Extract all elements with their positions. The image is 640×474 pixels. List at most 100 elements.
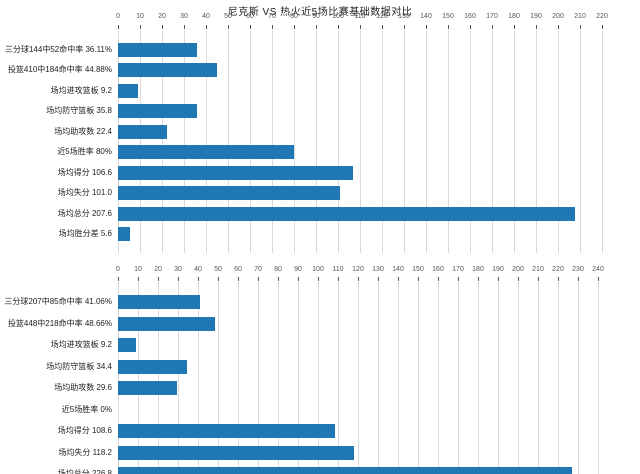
x-tick-label: 210	[532, 266, 544, 273]
x-axis-tick	[294, 25, 295, 29]
grid-line	[404, 30, 405, 253]
grid-line	[250, 30, 251, 253]
grid-line	[578, 282, 579, 474]
grid-line	[162, 30, 163, 253]
x-axis-tick	[318, 277, 319, 281]
grid-line	[598, 282, 599, 474]
data-bar	[118, 359, 187, 374]
data-bar	[118, 145, 294, 159]
x-axis-tick	[492, 25, 493, 29]
x-tick-label: 170	[452, 266, 464, 273]
grid-line	[448, 30, 449, 253]
category-label: 场均得分 108.6	[57, 426, 112, 435]
x-axis-tick	[558, 277, 559, 281]
grid-line	[338, 282, 339, 474]
x-axis-tick	[298, 277, 299, 281]
category-label: 三分球144中52命中率 36.11%	[4, 44, 112, 54]
x-axis-tick	[378, 277, 379, 281]
category-label: 场均总分 226.8	[57, 469, 112, 474]
grid-line	[470, 30, 471, 253]
grid-line	[358, 282, 359, 474]
grid-line	[258, 282, 259, 474]
x-axis-tick	[140, 25, 141, 29]
grid-line	[238, 282, 239, 474]
x-tick-label: 110	[332, 266, 344, 273]
x-axis-tick	[578, 277, 579, 281]
data-bar	[118, 63, 217, 77]
category-label: 近5场胜率 0%	[61, 404, 112, 414]
x-tick-label: 70	[268, 13, 276, 20]
x-axis-tick	[250, 25, 251, 29]
grid-line	[378, 282, 379, 474]
category-label: 场均得分 106.6	[57, 167, 112, 177]
category-label: 场均失分 118.2	[58, 447, 112, 457]
grid-line	[498, 282, 499, 474]
grid-line	[382, 30, 383, 253]
x-tick-label: 130	[372, 266, 384, 273]
x-tick-label: 90	[294, 266, 302, 273]
x-tick-label: 190	[530, 13, 542, 20]
data-bar	[118, 124, 168, 139]
x-tick-label: 180	[508, 13, 520, 20]
grid-line	[118, 30, 119, 253]
x-tick-label: 10	[136, 13, 144, 20]
x-axis-tick	[338, 25, 339, 29]
grid-line	[228, 30, 229, 253]
category-label: 场均助攻数 22.4	[54, 126, 112, 136]
grid-line	[580, 30, 581, 253]
x-tick-label: 40	[202, 13, 210, 20]
x-tick-label: 110	[354, 13, 366, 20]
x-axis-tick	[418, 277, 419, 281]
data-bar	[118, 295, 201, 309]
x-axis-tick	[382, 25, 383, 29]
data-bar	[118, 227, 131, 241]
x-tick-label: 30	[174, 266, 182, 273]
x-axis-tick	[316, 25, 317, 29]
category-label: 投篮410中184命中率 44.88%	[7, 65, 112, 74]
x-axis-tick	[228, 25, 229, 29]
data-bar	[118, 467, 572, 474]
grid-line	[138, 282, 139, 474]
x-axis-tick	[206, 25, 207, 29]
grid-line	[602, 30, 603, 253]
grid-line	[316, 30, 317, 253]
x-axis-tick	[538, 277, 539, 281]
grid-line	[272, 30, 273, 253]
x-axis-tick	[404, 25, 405, 29]
category-label: 三分球207中85命中率 41.06%	[4, 297, 112, 306]
x-axis-tick	[258, 277, 259, 281]
grid-line	[178, 282, 179, 474]
grid-line	[558, 282, 559, 474]
x-axis-tick	[118, 25, 119, 29]
x-tick-label: 0	[116, 266, 120, 273]
category-label: 场均胜分差 5.6	[58, 229, 112, 238]
x-tick-label: 140	[392, 266, 404, 273]
x-axis-tick	[178, 277, 179, 281]
x-tick-label: 220	[596, 13, 608, 20]
x-axis-tick	[238, 277, 239, 281]
data-bar	[118, 165, 353, 180]
x-tick-label: 220	[552, 266, 564, 273]
data-bar	[118, 445, 355, 460]
x-tick-label: 50	[214, 266, 222, 273]
data-bar	[118, 83, 139, 98]
x-axis-tick	[514, 25, 515, 29]
category-label: 场均总分 207.6	[57, 208, 112, 218]
x-axis-tick	[278, 277, 279, 281]
x-axis-tick	[118, 277, 119, 281]
x-tick-label: 50	[224, 13, 232, 20]
grid-line	[536, 30, 537, 253]
x-axis-tick	[536, 25, 537, 29]
grid-line	[140, 30, 141, 253]
x-tick-label: 130	[398, 13, 410, 20]
data-bar	[118, 104, 197, 118]
x-axis-tick	[498, 277, 499, 281]
x-axis-tick	[158, 277, 159, 281]
x-tick-label: 230	[572, 266, 584, 273]
chart-title: 尼克斯 VS 热火近5场比赛基础数据对比	[227, 7, 413, 18]
x-axis-tick	[198, 277, 199, 281]
category-label: 场均助攻数 29.6	[54, 383, 112, 392]
x-tick-label: 120	[376, 13, 388, 20]
grid-line	[338, 30, 339, 253]
